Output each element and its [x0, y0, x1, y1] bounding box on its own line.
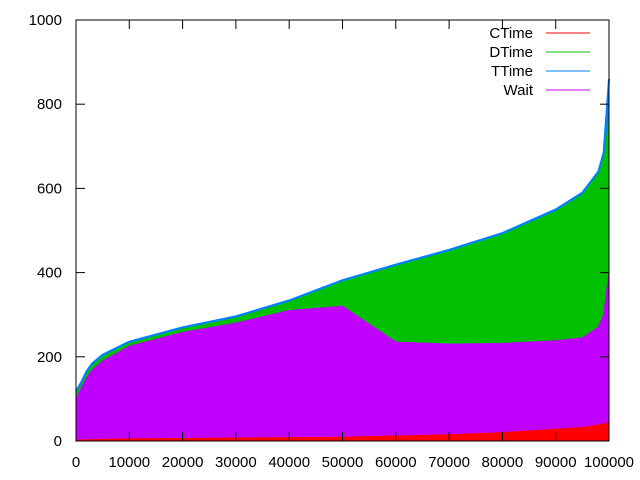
x-tick-label: 70000 [428, 454, 470, 471]
x-tick-label: 80000 [482, 454, 524, 471]
x-tick-label: 20000 [162, 454, 204, 471]
y-tick-label: 600 [37, 180, 62, 197]
x-tick-label: 100000 [584, 454, 634, 471]
legend: CTime DTime TTime Wait [489, 25, 590, 99]
x-tick-label: 60000 [375, 454, 417, 471]
plot-area [75, 78, 610, 442]
y-tick-label: 200 [37, 349, 62, 366]
x-tick-label: 90000 [535, 454, 577, 471]
legend-label-wait: Wait [504, 82, 534, 99]
series-wait-area [75, 272, 610, 442]
series-ttime-line [75, 78, 610, 392]
y-tick-label: 400 [37, 265, 62, 282]
x-tick-label: 40000 [268, 454, 310, 471]
y-tick-label: 800 [37, 96, 62, 113]
x-tick-label: 0 [72, 454, 80, 471]
x-tick-label: 50000 [322, 454, 364, 471]
legend-label-ttime: TTime [491, 63, 533, 80]
legend-label-dtime: DTime [489, 44, 533, 61]
y-tick-label: 1000 [29, 12, 62, 29]
x-tick-label: 10000 [108, 454, 150, 471]
x-tick-label: 30000 [215, 454, 257, 471]
y-tick-label: 0 [54, 433, 62, 450]
legend-label-ctime: CTime [489, 25, 533, 42]
